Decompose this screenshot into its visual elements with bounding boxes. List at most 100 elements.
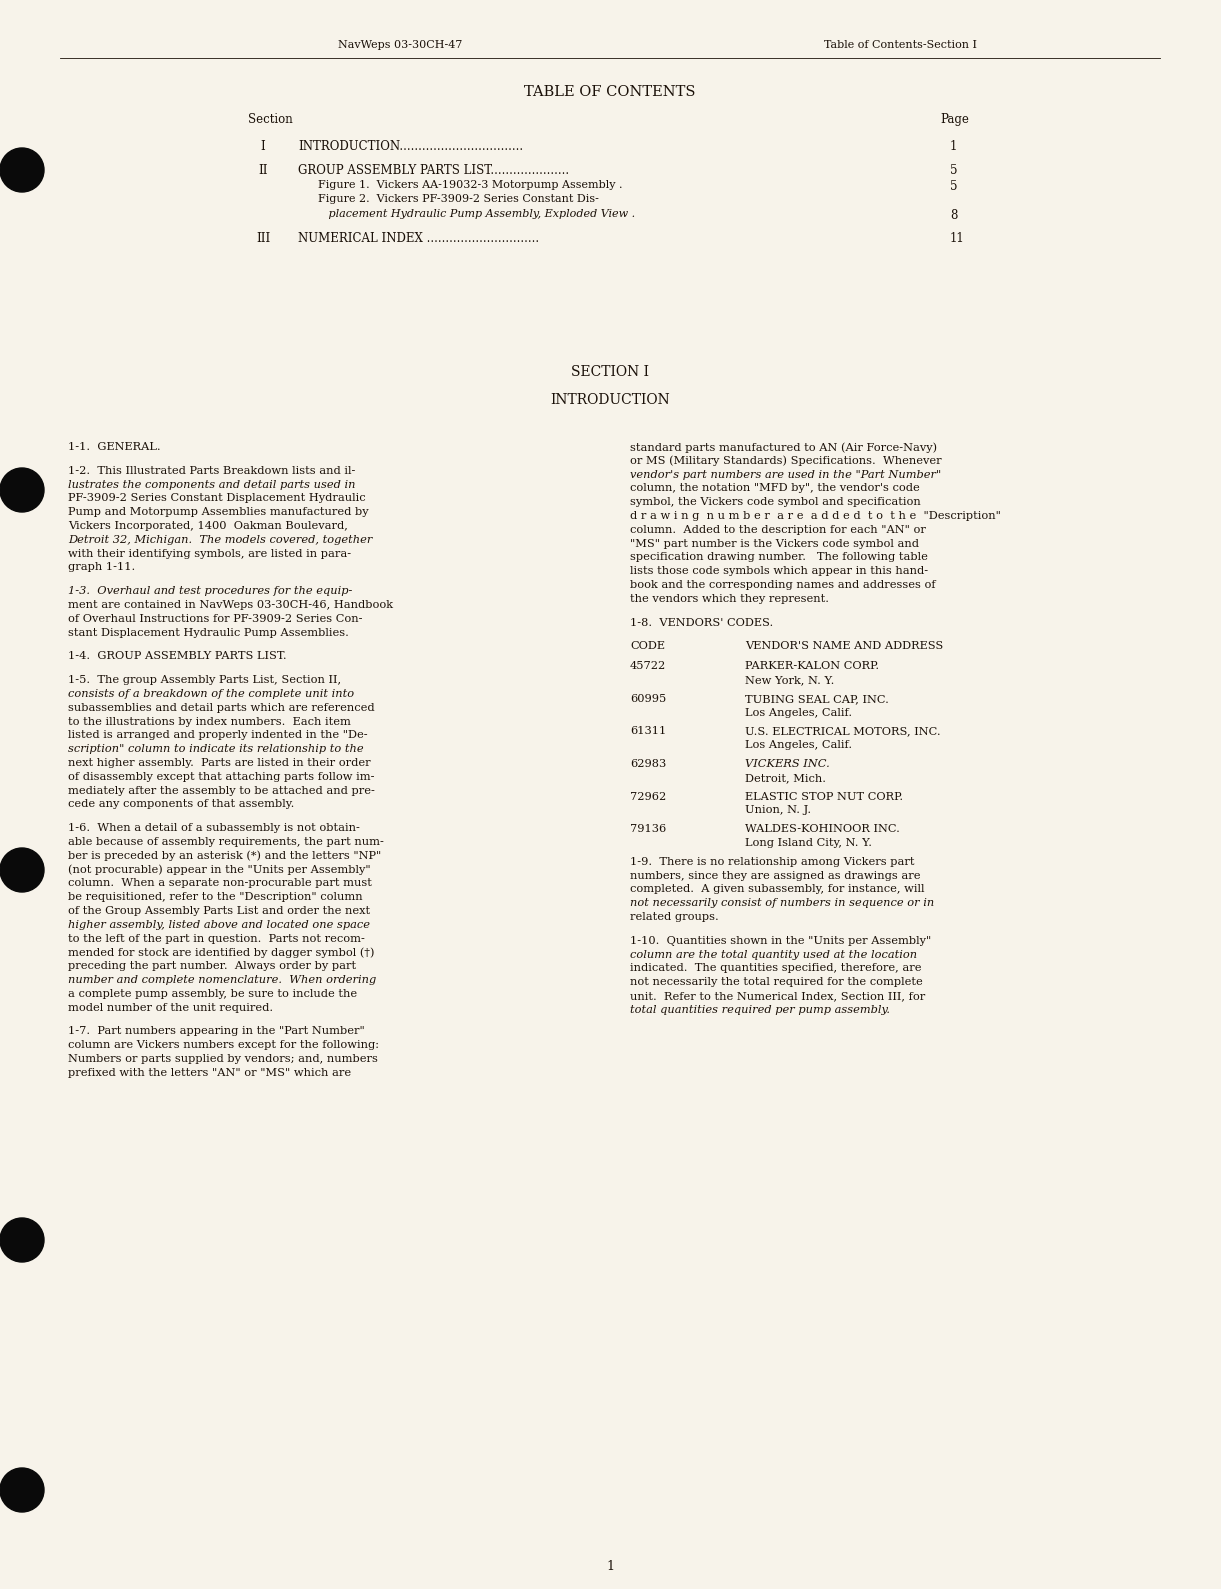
Text: Figure 2.  Vickers PF-3909-2 Series Constant Dis-: Figure 2. Vickers PF-3909-2 Series Const… (317, 194, 598, 205)
Text: SECTION I: SECTION I (571, 365, 650, 380)
Text: PF-3909-2 Series Constant Displacement Hydraulic: PF-3909-2 Series Constant Displacement H… (68, 494, 365, 504)
Text: 45722: 45722 (630, 661, 667, 671)
Text: related groups.: related groups. (630, 912, 719, 922)
Text: model number of the unit required.: model number of the unit required. (68, 1003, 274, 1012)
Text: Pump and Motorpump Assemblies manufactured by: Pump and Motorpump Assemblies manufactur… (68, 507, 369, 516)
Text: 79136: 79136 (630, 825, 667, 834)
Text: mended for stock are identified by dagger symbol (†): mended for stock are identified by dagge… (68, 947, 375, 958)
Text: 62983: 62983 (630, 760, 667, 769)
Circle shape (0, 1219, 44, 1262)
Text: of Overhaul Instructions for PF-3909-2 Series Con-: of Overhaul Instructions for PF-3909-2 S… (68, 613, 363, 624)
Text: prefixed with the letters "AN" or "MS" which are: prefixed with the letters "AN" or "MS" w… (68, 1068, 352, 1077)
Text: lists those code symbols which appear in this hand-: lists those code symbols which appear in… (630, 566, 928, 577)
Text: 1-9.  There is no relationship among Vickers part: 1-9. There is no relationship among Vick… (630, 856, 915, 868)
Text: III: III (256, 232, 270, 245)
Text: II: II (259, 164, 267, 176)
Text: consists of a breakdown of the complete unit into: consists of a breakdown of the complete … (68, 690, 354, 699)
Text: 1-10.  Quantities shown in the "Units per Assembly": 1-10. Quantities shown in the "Units per… (630, 936, 932, 945)
Text: VICKERS INC.: VICKERS INC. (745, 760, 830, 769)
Text: NUMERICAL INDEX ..............................: NUMERICAL INDEX ........................… (298, 232, 540, 245)
Text: 1: 1 (950, 140, 957, 153)
Text: CODE: CODE (630, 642, 665, 651)
Text: stant Displacement Hydraulic Pump Assemblies.: stant Displacement Hydraulic Pump Assemb… (68, 628, 349, 637)
Text: Figure 1.  Vickers AA-19032-3 Motorpump Assembly .: Figure 1. Vickers AA-19032-3 Motorpump A… (317, 180, 623, 189)
Circle shape (0, 1468, 44, 1513)
Text: 1-7.  Part numbers appearing in the "Part Number": 1-7. Part numbers appearing in the "Part… (68, 1026, 365, 1036)
Text: subassemblies and detail parts which are referenced: subassemblies and detail parts which are… (68, 702, 375, 713)
Text: not necessarily consist of numbers in sequence or in: not necessarily consist of numbers in se… (630, 898, 934, 909)
Text: Detroit 32, Michigan.  The models covered, together: Detroit 32, Michigan. The models covered… (68, 535, 372, 545)
Text: TABLE OF CONTENTS: TABLE OF CONTENTS (524, 84, 696, 99)
Text: 1-1.  GENERAL.: 1-1. GENERAL. (68, 442, 161, 451)
Text: 1-8.  VENDORS' CODES.: 1-8. VENDORS' CODES. (630, 618, 773, 628)
Text: 1: 1 (606, 1560, 614, 1573)
Text: Section: Section (248, 113, 293, 126)
Text: mediately after the assembly to be attached and pre-: mediately after the assembly to be attac… (68, 785, 375, 796)
Text: 8: 8 (950, 210, 957, 222)
Text: unit.  Refer to the Numerical Index, Section III, for: unit. Refer to the Numerical Index, Sect… (630, 992, 926, 1001)
Text: Detroit, Mich.: Detroit, Mich. (745, 772, 825, 783)
Text: ment are contained in NavWeps 03-30CH-46, Handbook: ment are contained in NavWeps 03-30CH-46… (68, 601, 393, 610)
Text: with their identifying symbols, are listed in para-: with their identifying symbols, are list… (68, 548, 352, 559)
Text: Page: Page (940, 113, 969, 126)
Text: 1-6.  When a detail of a subassembly is not obtain-: 1-6. When a detail of a subassembly is n… (68, 823, 360, 833)
Text: numbers, since they are assigned as drawings are: numbers, since they are assigned as draw… (630, 871, 921, 880)
Text: to the illustrations by index numbers.  Each item: to the illustrations by index numbers. E… (68, 717, 350, 726)
Text: cede any components of that assembly.: cede any components of that assembly. (68, 799, 294, 809)
Text: column.  When a separate non-procurable part must: column. When a separate non-procurable p… (68, 879, 372, 888)
Text: indicated.  The quantities specified, therefore, are: indicated. The quantities specified, the… (630, 963, 922, 974)
Text: 61311: 61311 (630, 726, 667, 736)
Text: 11: 11 (950, 232, 965, 245)
Text: book and the corresponding names and addresses of: book and the corresponding names and add… (630, 580, 935, 590)
Text: vendor's part numbers are used in the "Part Number": vendor's part numbers are used in the "P… (630, 470, 941, 480)
Text: column.  Added to the description for each "AN" or: column. Added to the description for eac… (630, 524, 926, 535)
Text: INTRODUCTION.................................: INTRODUCTION............................… (298, 140, 523, 153)
Text: Los Angeles, Calif.: Los Angeles, Calif. (745, 740, 852, 750)
Text: total quantities required per pump assembly.: total quantities required per pump assem… (630, 1004, 890, 1015)
Text: symbol, the Vickers code symbol and specification: symbol, the Vickers code symbol and spec… (630, 497, 921, 507)
Text: U.S. ELECTRICAL MOTORS, INC.: U.S. ELECTRICAL MOTORS, INC. (745, 726, 940, 736)
Text: 1-2.  This Illustrated Parts Breakdown lists and il-: 1-2. This Illustrated Parts Breakdown li… (68, 466, 355, 475)
Text: Los Angeles, Calif.: Los Angeles, Calif. (745, 707, 852, 718)
Text: "MS" part number is the Vickers code symbol and: "MS" part number is the Vickers code sym… (630, 539, 919, 548)
Circle shape (0, 469, 44, 512)
Text: the vendors which they represent.: the vendors which they represent. (630, 594, 829, 604)
Text: 5: 5 (950, 180, 957, 192)
Text: Long Island City, N. Y.: Long Island City, N. Y. (745, 837, 872, 849)
Circle shape (0, 849, 44, 891)
Text: of the Group Assembly Parts List and order the next: of the Group Assembly Parts List and ord… (68, 906, 370, 915)
Text: 60995: 60995 (630, 694, 667, 704)
Text: TUBING SEAL CAP, INC.: TUBING SEAL CAP, INC. (745, 694, 889, 704)
Text: Numbers or parts supplied by vendors; and, numbers: Numbers or parts supplied by vendors; an… (68, 1054, 377, 1065)
Text: able because of assembly requirements, the part num-: able because of assembly requirements, t… (68, 837, 383, 847)
Text: listed is arranged and properly indented in the "De-: listed is arranged and properly indented… (68, 731, 368, 740)
Text: not necessarily the total required for the complete: not necessarily the total required for t… (630, 977, 923, 987)
Text: WALDES-KOHINOOR INC.: WALDES-KOHINOOR INC. (745, 825, 900, 834)
Text: VENDOR'S NAME AND ADDRESS: VENDOR'S NAME AND ADDRESS (745, 642, 944, 651)
Text: standard parts manufactured to AN (Air Force-Navy): standard parts manufactured to AN (Air F… (630, 442, 938, 453)
Text: I: I (260, 140, 265, 153)
Text: or MS (Military Standards) Specifications.  Whenever: or MS (Military Standards) Specification… (630, 456, 941, 466)
Text: placement Hydraulic Pump Assembly, Exploded View .: placement Hydraulic Pump Assembly, Explo… (317, 210, 635, 219)
Text: Vickers Incorporated, 1400  Oakman Boulevard,: Vickers Incorporated, 1400 Oakman Boulev… (68, 521, 348, 531)
Text: NavWeps 03-30CH-47: NavWeps 03-30CH-47 (338, 40, 463, 49)
Text: column are the total quantity used at the location: column are the total quantity used at th… (630, 950, 917, 960)
Text: completed.  A given subassembly, for instance, will: completed. A given subassembly, for inst… (630, 885, 924, 895)
Circle shape (0, 148, 44, 192)
Text: GROUP ASSEMBLY PARTS LIST.....................: GROUP ASSEMBLY PARTS LIST...............… (298, 164, 569, 176)
Text: preceding the part number.  Always order by part: preceding the part number. Always order … (68, 961, 357, 971)
Text: be requisitioned, refer to the "Description" column: be requisitioned, refer to the "Descript… (68, 891, 363, 903)
Text: specification drawing number.   The following table: specification drawing number. The follow… (630, 553, 928, 563)
Text: 5: 5 (950, 164, 957, 176)
Text: Union, N. J.: Union, N. J. (745, 806, 811, 815)
Text: of disassembly except that attaching parts follow im-: of disassembly except that attaching par… (68, 772, 375, 782)
Text: New York, N. Y.: New York, N. Y. (745, 675, 834, 685)
Text: (not procurable) appear in the "Units per Assembly": (not procurable) appear in the "Units pe… (68, 864, 371, 876)
Text: column, the notation "MFD by", the vendor's code: column, the notation "MFD by", the vendo… (630, 483, 919, 494)
Text: ELASTIC STOP NUT CORP.: ELASTIC STOP NUT CORP. (745, 791, 904, 801)
Text: graph 1-11.: graph 1-11. (68, 563, 136, 572)
Text: d r a w i n g  n u m b e r  a r e  a d d e d  t o  t h e  "Description": d r a w i n g n u m b e r a r e a d d e … (630, 512, 1001, 521)
Text: to the left of the part in question.  Parts not recom-: to the left of the part in question. Par… (68, 934, 365, 944)
Text: 1-5.  The group Assembly Parts List, Section II,: 1-5. The group Assembly Parts List, Sect… (68, 675, 341, 685)
Text: PARKER-KALON CORP.: PARKER-KALON CORP. (745, 661, 879, 671)
